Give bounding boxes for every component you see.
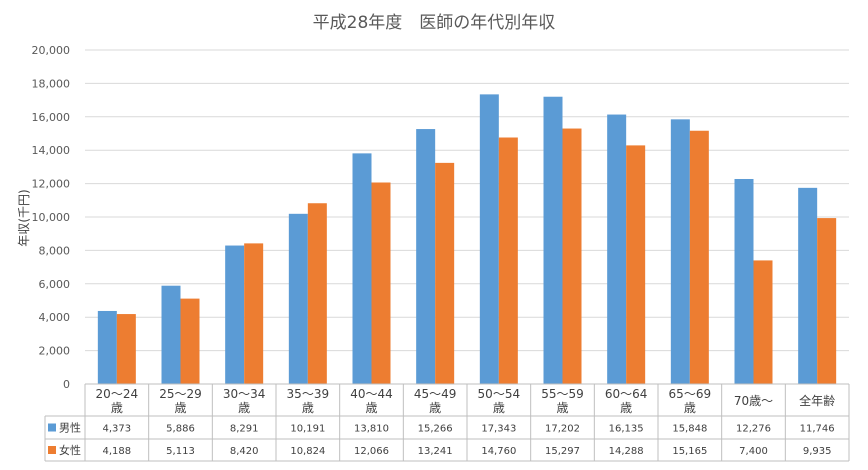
category-label: 50～54 — [478, 387, 521, 401]
category-label: 歳 — [429, 401, 441, 415]
data-label: 4,188 — [103, 446, 132, 457]
data-label: 5,113 — [166, 446, 195, 457]
bar-女性-11 — [817, 218, 837, 384]
bar-男性-3 — [288, 213, 308, 384]
bar-女性-5 — [435, 162, 455, 384]
category-label: 全年齢 — [799, 393, 835, 408]
legend-key-男性 — [48, 423, 56, 432]
y-tick-label: 18,000 — [32, 77, 71, 90]
bar-女性-4 — [371, 182, 391, 384]
bar-女性-6 — [498, 137, 518, 384]
data-label: 15,297 — [545, 446, 580, 457]
bar-女性-10 — [753, 260, 773, 384]
bar-男性-11 — [798, 187, 818, 384]
category-label: 歳 — [302, 401, 314, 415]
category-label: 45～49 — [414, 387, 457, 401]
data-label: 17,202 — [545, 424, 580, 435]
data-label: 4,373 — [103, 424, 132, 435]
category-label: 20～24 — [96, 387, 139, 401]
legend-key-女性 — [48, 446, 56, 454]
data-label: 8,291 — [230, 424, 259, 435]
bar-男性-1 — [161, 285, 181, 384]
chart-title: 平成28年度 医師の年代別年収 — [313, 13, 556, 33]
bar-男性-10 — [734, 178, 754, 384]
data-label: 14,760 — [481, 446, 516, 457]
bar-男性-4 — [352, 153, 372, 384]
data-table: 20～24歳25～29歳30～34歳35～39歳40～44歳45～49歳50～5… — [44, 383, 850, 462]
category-label: 60～64 — [605, 387, 648, 401]
y-tick-label: 10,000 — [32, 211, 71, 224]
data-label: 9,935 — [803, 446, 832, 457]
category-label: 歳 — [684, 401, 696, 415]
y-tick-label: 14,000 — [32, 144, 71, 157]
y-tick-label: 16,000 — [32, 111, 71, 124]
data-label: 13,810 — [354, 424, 389, 435]
category-label: 70歳～ — [734, 394, 773, 408]
bars — [97, 94, 837, 385]
category-label: 歳 — [174, 401, 186, 415]
category-label: 30～34 — [223, 387, 266, 401]
y-tick-label: 8,000 — [39, 244, 71, 257]
data-label: 5,886 — [166, 424, 195, 435]
gridlines — [85, 49, 849, 352]
bar-男性-6 — [479, 94, 499, 385]
y-tick-label: 20,000 — [32, 44, 71, 57]
category-label: 歳 — [365, 401, 377, 415]
bar-女性-3 — [307, 203, 327, 384]
data-label: 13,241 — [418, 446, 453, 457]
data-label: 15,165 — [672, 446, 707, 457]
category-label: 歳 — [620, 401, 632, 415]
y-axis-title: 年収(千円) — [17, 189, 31, 246]
data-label: 7,400 — [739, 446, 768, 457]
bar-女性-0 — [116, 314, 136, 384]
bar-女性-9 — [689, 130, 709, 384]
category-label: 55～59 — [541, 387, 584, 401]
data-label: 11,746 — [800, 424, 835, 435]
bar-女性-7 — [562, 128, 582, 384]
data-label: 16,135 — [609, 424, 644, 435]
category-label: 歳 — [556, 401, 568, 415]
legend-label: 女性 — [59, 443, 81, 457]
data-label: 14,288 — [609, 446, 644, 457]
bar-女性-2 — [244, 243, 264, 384]
y-tick-label: 4,000 — [39, 311, 71, 324]
data-label: 15,848 — [672, 424, 707, 435]
bar-男性-2 — [225, 245, 245, 384]
y-tick-label: 0 — [63, 378, 70, 391]
category-label: 40～44 — [350, 387, 393, 401]
y-axis-ticks: 0 2,000 4,000 6,000 8,000 10,000 12,000 14,000 1… — [32, 44, 71, 391]
data-label: 17,343 — [481, 424, 516, 435]
category-label: 65～69 — [669, 387, 712, 401]
bar-女性-8 — [626, 145, 646, 384]
legend-label: 男性 — [59, 421, 81, 435]
data-label: 12,066 — [354, 446, 389, 457]
bar-男性-0 — [97, 310, 117, 384]
data-label: 12,276 — [736, 424, 771, 435]
bar-男性-8 — [607, 114, 627, 384]
bar-女性-1 — [180, 298, 200, 384]
category-label: 35～39 — [287, 387, 330, 401]
data-label: 10,824 — [290, 446, 325, 457]
y-tick-label: 6,000 — [39, 278, 71, 291]
y-tick-label: 12,000 — [32, 178, 71, 191]
bar-男性-9 — [670, 119, 690, 384]
data-label: 15,266 — [418, 424, 453, 435]
data-label: 10,191 — [290, 424, 325, 435]
bar-男性-5 — [416, 129, 436, 384]
bar-男性-7 — [543, 96, 563, 385]
category-label: 25～29 — [159, 387, 202, 401]
category-label: 歳 — [238, 401, 250, 415]
data-label: 8,420 — [230, 446, 259, 457]
y-tick-label: 2,000 — [39, 345, 71, 358]
category-label: 歳 — [111, 401, 123, 415]
category-label: 歳 — [493, 401, 505, 415]
